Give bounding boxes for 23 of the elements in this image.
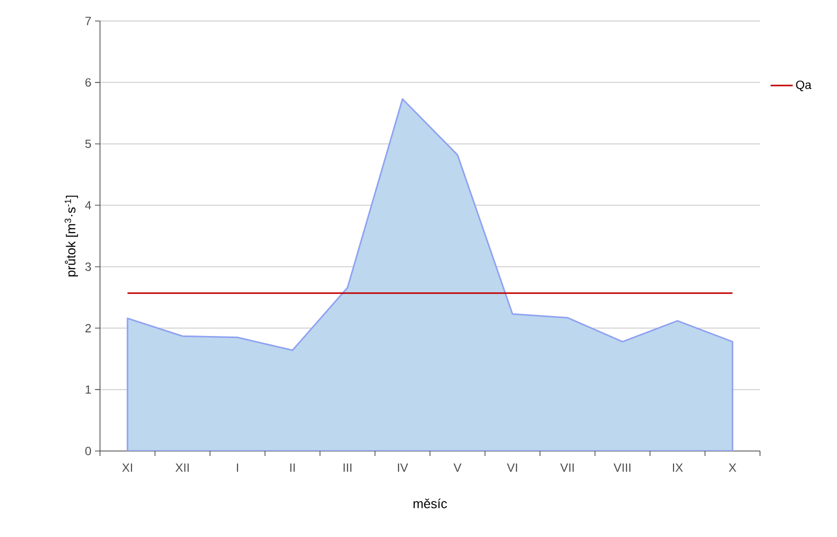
x-tick-label: X <box>728 464 736 472</box>
x-tick-label: III <box>344 464 352 472</box>
y-tick-label: 1 <box>86 385 91 394</box>
y-tick-label: 2 <box>85 324 91 332</box>
x-tick-label: VI <box>506 464 518 472</box>
x-tick-label: IX <box>672 464 683 472</box>
x-tick-label: XII <box>175 464 189 472</box>
y-tick-label: 7 <box>85 16 91 26</box>
x-tick-label: V <box>454 464 462 472</box>
y-tick-label: 6 <box>85 78 91 87</box>
y-axis-title: průtok [m$^{3}$·s$^{-1}$] <box>64 196 78 276</box>
x-tick-label: VIII <box>614 464 630 472</box>
x-tick-label: I <box>236 464 238 472</box>
y-tick-label: 0 <box>85 446 92 456</box>
y-tick-label: 4 <box>85 201 92 210</box>
x-tick-label: VII <box>560 464 574 472</box>
x-tick-label: II <box>290 464 295 472</box>
x-axis-title: měsíc <box>414 498 447 508</box>
y-tick-label: 3 <box>85 262 91 271</box>
x-tick-label: XI <box>122 464 132 472</box>
x-tick-label: IV <box>398 464 408 472</box>
legend-label: Qa <box>796 80 812 92</box>
y-tick-label: 5 <box>85 140 91 148</box>
